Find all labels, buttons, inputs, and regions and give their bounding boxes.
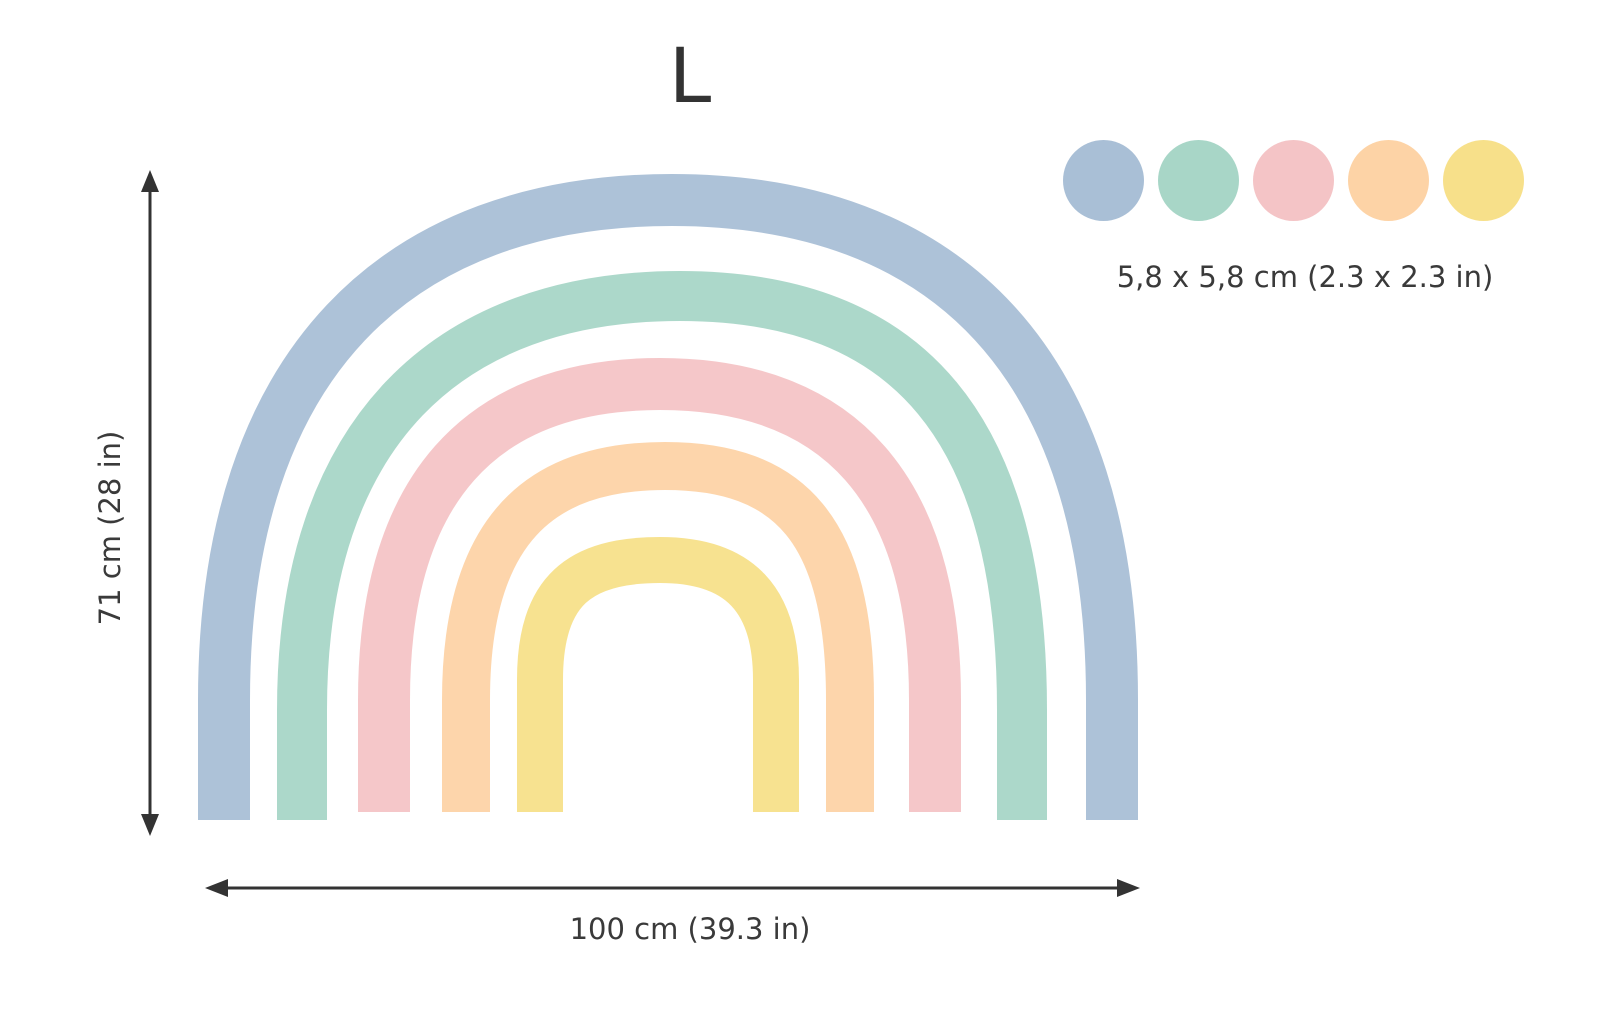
dot-size-label: 5,8 x 5,8 cm (2.3 x 2.3 in): [1116, 260, 1494, 294]
width-label: 100 cm (39.3 in): [569, 912, 811, 946]
rainbow-band-blue: [198, 173, 1138, 820]
teal-dot: [1158, 140, 1239, 221]
height-label: 71 cm (28 in): [93, 430, 127, 626]
pink-dot: [1253, 140, 1334, 221]
height-arrow: [141, 170, 159, 836]
size-title: L: [668, 31, 712, 120]
rainbow-band-peach: [442, 441, 874, 812]
rainbow-band-pink: [358, 357, 961, 812]
peach-dot: [1348, 140, 1429, 221]
blue-dot: [1063, 140, 1144, 221]
rainbow-band-teal: [277, 270, 1047, 820]
color-dots: [1063, 140, 1524, 221]
width-arrow: [205, 879, 1140, 897]
rainbow-band-yellow: [517, 536, 799, 812]
yellow-dot: [1443, 140, 1524, 221]
